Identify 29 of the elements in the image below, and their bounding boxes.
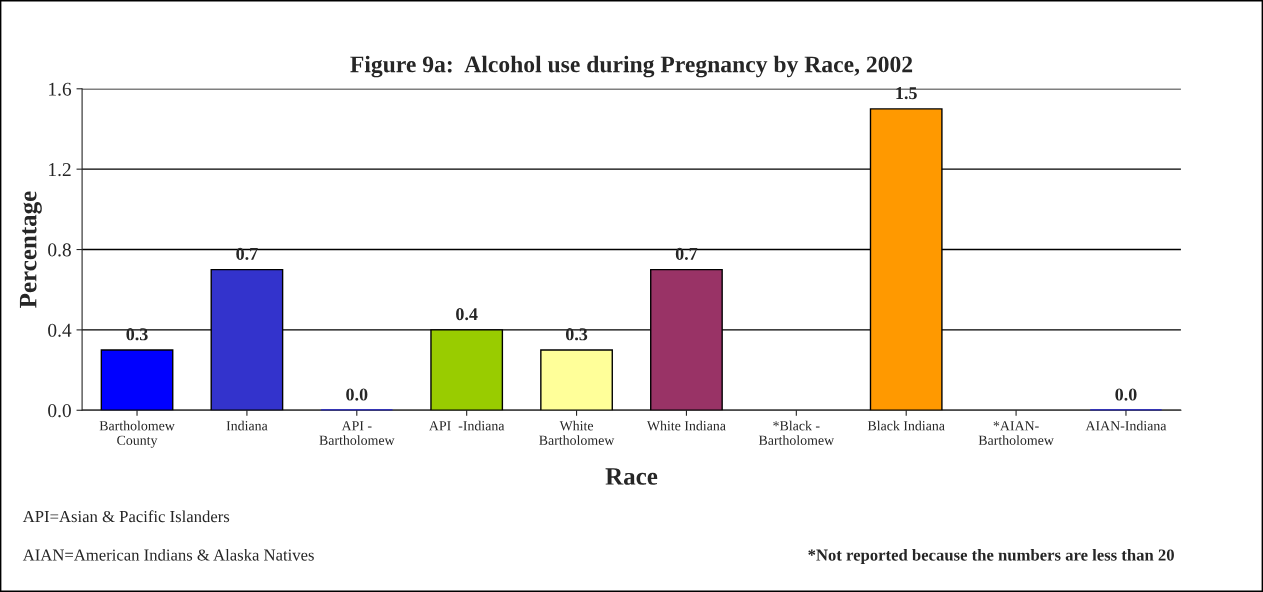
text: API=Asian & Pacific Islanders: [22, 510, 230, 523]
x-tick-label: Bartholomew County: [99, 420, 175, 448]
x-tick-label: AIAN-Indiana: [1085, 420, 1167, 431]
text: 0.0: [48, 404, 71, 418]
text: 0.8: [48, 243, 71, 257]
text: AIAN=American Indians & Alaska Natives: [22, 548, 314, 561]
x-tick-label: *AIAN- Bartholomew: [978, 421, 1054, 445]
chart-title: Figure 9a: Alcohol use during Pregnancy by Race, 2002: [350, 55, 913, 78]
data-label: 0.4: [456, 308, 478, 321]
data-label: 0.7: [236, 247, 258, 260]
text: 1.6: [49, 82, 72, 96]
text: *Not reported because the numbers are less than 20: [808, 548, 1174, 565]
data-label: 0.3: [126, 328, 148, 341]
x-tick-label: Indiana: [226, 420, 268, 431]
x-tick-label: *Black - Bartholomew: [758, 420, 835, 445]
text: 0.4: [48, 323, 72, 337]
y-axis-title: Percentage: [19, 191, 42, 308]
x-tick-label: API -Indiana: [429, 420, 505, 431]
data-label: 0.7: [675, 247, 698, 260]
x-tick-label: API - Bartholomew: [319, 421, 395, 445]
x-axis-title: Race: [605, 468, 658, 485]
x-tick-label: White Indiana: [646, 420, 726, 431]
data-label: 1.5: [896, 87, 917, 100]
x-tick-label: White Bartholomew: [539, 420, 615, 445]
x-tick-label: Black Indiana: [867, 420, 945, 431]
text: 1.2: [49, 163, 71, 177]
data-label: 0.0: [1115, 388, 1137, 401]
data-label: 0.3: [565, 328, 588, 341]
data-label: 0.0: [346, 388, 368, 401]
